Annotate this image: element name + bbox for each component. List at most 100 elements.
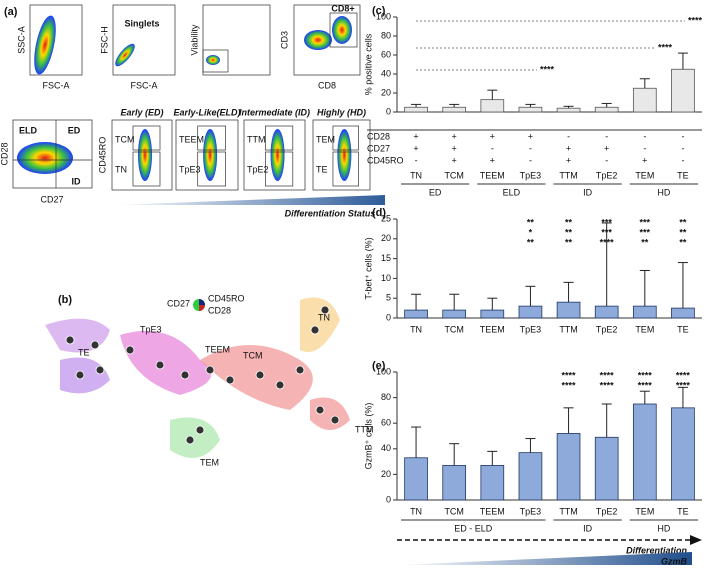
significance: *** <box>601 217 612 227</box>
significance: ** <box>527 217 535 227</box>
cell-cloud <box>206 55 220 65</box>
bar <box>632 87 657 113</box>
x-tick-label: TE <box>677 506 689 516</box>
cluster-blob <box>310 397 350 430</box>
x-tick-label: TEEM <box>480 170 505 180</box>
significance: *** <box>601 227 612 237</box>
y-tick-label: 5 <box>386 293 391 303</box>
marker-sign: + <box>413 143 418 153</box>
bar <box>480 465 505 501</box>
significance: **** <box>676 380 691 390</box>
panel-label: (b) <box>58 294 72 306</box>
bar <box>480 309 505 319</box>
cluster-label: TEM <box>200 457 219 467</box>
group-label: ED <box>429 187 442 197</box>
marker-sign: - <box>529 155 532 165</box>
panel-label: (a) <box>4 6 18 18</box>
y-tick-label: 60 <box>381 418 391 428</box>
bar <box>594 106 619 113</box>
gate-label: TN <box>115 164 127 174</box>
marker-sign: + <box>566 155 571 165</box>
legend-glyph <box>199 305 205 311</box>
bar <box>404 309 428 319</box>
bar <box>404 106 428 113</box>
marker-sign: - <box>681 131 684 141</box>
marker-sign: + <box>528 131 533 141</box>
significance: **** <box>638 380 653 390</box>
bar <box>594 305 619 319</box>
marker-sign: - <box>529 143 532 153</box>
gate-label: TpE3 <box>179 164 201 174</box>
gate <box>197 151 226 187</box>
y-axis-label: GzmB⁺ cells (%) <box>363 403 373 470</box>
axis-label: Viability <box>189 24 199 55</box>
bar <box>404 457 428 501</box>
significance: **** <box>540 64 555 74</box>
arrow-label: Differentiation Status <box>285 208 376 218</box>
y-tick-label: 0 <box>386 106 391 116</box>
tree-node <box>65 335 75 345</box>
x-tick-label: TCM <box>444 506 464 516</box>
significance: **** <box>562 370 577 380</box>
tree-node <box>275 380 285 390</box>
marker-sign: + <box>642 155 647 165</box>
significance: **** <box>600 370 615 380</box>
x-tick-label: TEM <box>635 170 654 180</box>
marker-sign: + <box>452 155 457 165</box>
cluster-label: TN <box>318 312 330 322</box>
significance: * <box>529 227 533 237</box>
y-tick-label: 60 <box>381 49 391 59</box>
gate <box>332 125 359 151</box>
cell-cloud <box>332 16 352 44</box>
bar <box>671 307 695 319</box>
bar <box>442 465 467 501</box>
tree-node <box>95 365 105 375</box>
significance: ** <box>565 217 573 227</box>
x-tick-label: TN <box>410 506 422 516</box>
tree-node <box>155 360 165 370</box>
cluster-label: TEEM <box>205 344 230 354</box>
gate <box>265 151 294 187</box>
y-axis-label: T-bet⁺ cells (%) <box>363 237 373 299</box>
subset-title: Early-Like(ELD) <box>173 107 240 117</box>
significance: **** <box>638 370 653 380</box>
panel-label: (e) <box>372 360 386 372</box>
y-tick-label: 80 <box>381 392 391 402</box>
y-tick-label: 20 <box>381 233 391 243</box>
panel-label: (d) <box>372 207 386 219</box>
significance: **** <box>562 380 577 390</box>
marker-sign: + <box>604 143 609 153</box>
gate <box>329 12 358 48</box>
cluster-blob <box>170 417 220 458</box>
group-label: HD <box>657 523 670 533</box>
cluster-blob <box>300 297 340 352</box>
arrow-head <box>690 535 702 545</box>
y-tick-label: 40 <box>381 443 391 453</box>
marker-sign: - <box>491 143 494 153</box>
cluster-label: TE <box>78 347 90 357</box>
x-tick-label: TpE3 <box>520 170 542 180</box>
gate-label: TE <box>316 164 328 174</box>
y-tick-label: 15 <box>381 253 391 263</box>
gate-label: ID <box>72 176 82 186</box>
tree-node <box>185 435 195 445</box>
significance: ** <box>641 237 649 247</box>
marker-sign: + <box>413 131 418 141</box>
gate-label: TEM <box>316 134 335 144</box>
significance: ** <box>527 237 535 247</box>
x-tick-label: TTM <box>559 170 578 180</box>
bar <box>556 301 581 319</box>
subset-title: Intermediate (ID) <box>239 107 310 117</box>
bar <box>671 407 695 501</box>
bar <box>518 452 543 501</box>
y-axis-label: % positive cells <box>363 33 373 95</box>
marker-sign: + <box>452 131 457 141</box>
group-label: ID <box>583 523 593 533</box>
axis-label: FSC-A <box>43 80 70 90</box>
legend-label: CD28 <box>208 305 231 315</box>
legend-label: CD45RO <box>208 293 245 303</box>
gate-label: TEEM <box>179 134 204 144</box>
x-tick-label: TTM <box>559 324 578 334</box>
x-tick-label: TEM <box>635 324 654 334</box>
cluster-label: TCM <box>243 350 263 360</box>
